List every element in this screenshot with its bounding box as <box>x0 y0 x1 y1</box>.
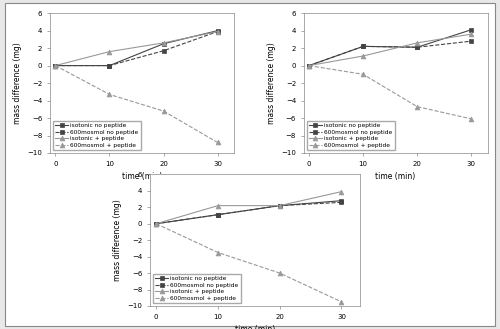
Line: 600mosmol no peptide: 600mosmol no peptide <box>53 29 220 68</box>
isotonic no peptide <box>414 45 420 49</box>
600mosmol no peptide <box>414 45 420 49</box>
Line: isotonic no peptide: isotonic no peptide <box>306 27 474 68</box>
X-axis label: time (min): time (min) <box>235 325 275 329</box>
isotonic no peptide <box>338 199 344 203</box>
600mosmol + peptide <box>106 92 112 96</box>
isotonic + peptide <box>106 50 112 54</box>
isotonic + peptide <box>276 204 282 208</box>
Line: isotonic no peptide: isotonic no peptide <box>154 198 344 226</box>
isotonic no peptide <box>215 213 221 217</box>
isotonic no peptide <box>52 63 59 67</box>
600mosmol no peptide <box>215 213 221 217</box>
Line: isotonic + peptide: isotonic + peptide <box>154 189 344 226</box>
600mosmol + peptide <box>52 63 59 67</box>
600mosmol + peptide <box>276 271 282 275</box>
isotonic no peptide <box>468 28 474 32</box>
600mosmol + peptide <box>360 72 366 76</box>
600mosmol no peptide <box>338 200 344 204</box>
isotonic + peptide <box>338 190 344 193</box>
isotonic + peptide <box>214 30 220 34</box>
Line: 600mosmol + peptide: 600mosmol + peptide <box>53 63 220 145</box>
X-axis label: time (min): time (min) <box>376 172 416 181</box>
isotonic no peptide <box>160 42 166 46</box>
600mosmol + peptide <box>214 140 220 144</box>
Legend: isotonic no peptide, 600mosmol no peptide, isotonic + peptide, 600mosmol + pepti: isotonic no peptide, 600mosmol no peptid… <box>153 274 241 303</box>
Y-axis label: mass difference (mg): mass difference (mg) <box>13 42 22 124</box>
Line: 600mosmol + peptide: 600mosmol + peptide <box>306 63 474 121</box>
Legend: isotonic no peptide, 600mosmol no peptide, isotonic + peptide, 600mosmol + pepti: isotonic no peptide, 600mosmol no peptid… <box>53 121 141 150</box>
600mosmol no peptide <box>106 63 112 67</box>
isotonic + peptide <box>306 63 312 67</box>
isotonic no peptide <box>106 63 112 67</box>
isotonic no peptide <box>360 44 366 48</box>
Line: isotonic + peptide: isotonic + peptide <box>306 32 474 68</box>
isotonic no peptide <box>214 29 220 33</box>
isotonic + peptide <box>414 41 420 45</box>
600mosmol no peptide <box>276 204 282 208</box>
600mosmol + peptide <box>414 105 420 109</box>
600mosmol no peptide <box>306 63 312 67</box>
Line: 600mosmol no peptide: 600mosmol no peptide <box>154 200 344 226</box>
isotonic + peptide <box>52 63 59 67</box>
600mosmol + peptide <box>338 300 344 304</box>
isotonic + peptide <box>160 41 166 45</box>
Legend: isotonic no peptide, 600mosmol no peptide, isotonic + peptide, 600mosmol + pepti: isotonic no peptide, 600mosmol no peptid… <box>306 121 394 150</box>
600mosmol no peptide <box>153 222 159 226</box>
600mosmol + peptide <box>215 251 221 255</box>
600mosmol no peptide <box>52 63 59 67</box>
600mosmol + peptide <box>306 63 312 67</box>
X-axis label: time (min): time (min) <box>122 172 162 181</box>
600mosmol + peptide <box>468 117 474 121</box>
600mosmol no peptide <box>214 30 220 34</box>
isotonic + peptide <box>468 32 474 36</box>
isotonic no peptide <box>306 63 312 67</box>
600mosmol no peptide <box>360 44 366 48</box>
Y-axis label: mass difference (mg): mass difference (mg) <box>113 199 122 281</box>
600mosmol + peptide <box>160 109 166 113</box>
Y-axis label: mass difference (mg): mass difference (mg) <box>266 42 276 124</box>
Line: isotonic + peptide: isotonic + peptide <box>53 29 220 68</box>
isotonic + peptide <box>215 204 221 208</box>
600mosmol no peptide <box>160 49 166 53</box>
isotonic no peptide <box>276 204 282 208</box>
isotonic + peptide <box>360 54 366 58</box>
600mosmol no peptide <box>468 39 474 43</box>
isotonic + peptide <box>153 222 159 226</box>
Line: 600mosmol no peptide: 600mosmol no peptide <box>306 39 474 68</box>
isotonic no peptide <box>153 222 159 226</box>
Line: isotonic no peptide: isotonic no peptide <box>53 28 220 68</box>
Line: 600mosmol + peptide: 600mosmol + peptide <box>154 221 344 304</box>
600mosmol + peptide <box>153 222 159 226</box>
